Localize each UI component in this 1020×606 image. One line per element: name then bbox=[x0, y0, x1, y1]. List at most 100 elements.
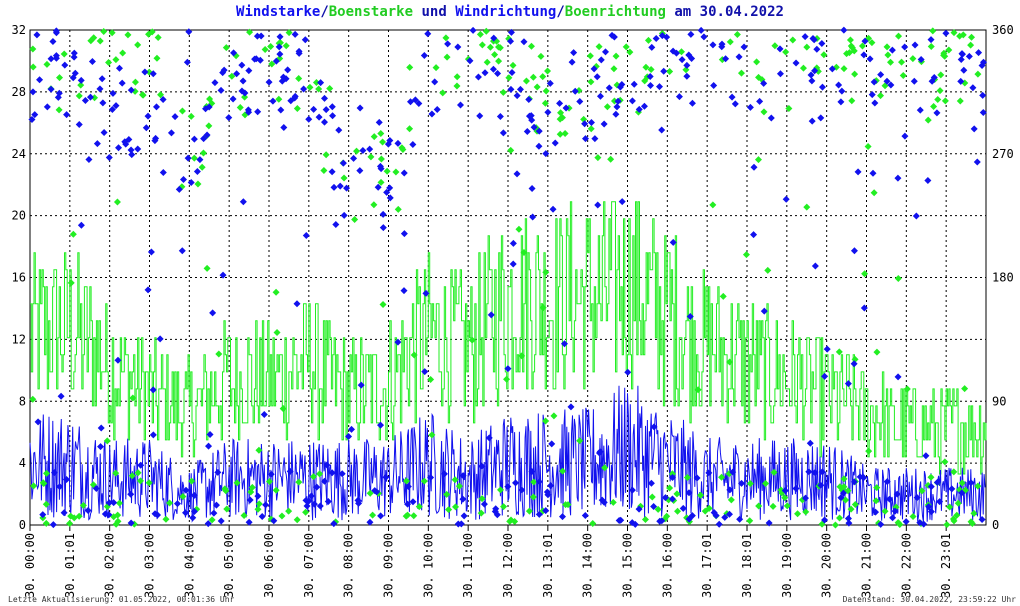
wind-direction-point bbox=[628, 486, 636, 494]
wind-direction-point bbox=[597, 56, 605, 64]
gust-direction-point bbox=[542, 268, 550, 276]
wind-direction-point bbox=[384, 140, 392, 148]
gust-direction-point bbox=[222, 487, 230, 495]
gust-direction-point bbox=[858, 42, 866, 50]
gust-direction-point bbox=[383, 167, 391, 175]
wind-direction-point bbox=[98, 75, 106, 83]
gust-direction-point bbox=[742, 251, 750, 259]
wind-direction-point bbox=[792, 59, 800, 67]
gust-direction-point bbox=[974, 482, 982, 490]
wind-direction-point bbox=[726, 486, 734, 494]
wind-direction-point bbox=[275, 43, 283, 51]
wind-direction-point bbox=[137, 461, 145, 469]
wind-direction-point bbox=[560, 340, 568, 348]
wind-direction-point bbox=[487, 311, 495, 319]
wind-direction-point bbox=[109, 89, 117, 97]
gust-direction-point bbox=[353, 147, 361, 155]
wind-direction-point bbox=[891, 507, 899, 515]
gust-direction-point bbox=[770, 468, 778, 476]
gust-direction-point bbox=[187, 112, 195, 120]
gust-direction-point bbox=[392, 168, 400, 176]
gust-direction-point bbox=[406, 63, 414, 71]
gust-direction-point bbox=[75, 92, 83, 100]
wind-direction-point bbox=[601, 48, 609, 56]
gust-direction-point bbox=[379, 138, 387, 146]
wind-direction-point bbox=[546, 79, 554, 87]
gust-direction-point bbox=[515, 225, 523, 233]
wind-direction-point bbox=[303, 502, 311, 510]
wind-direction-point bbox=[295, 47, 303, 55]
wind-direction-point bbox=[782, 195, 790, 203]
gust-direction-point bbox=[881, 507, 889, 515]
wind-direction-point bbox=[481, 69, 489, 77]
wind-direction-point bbox=[210, 509, 218, 517]
gust-direction-point bbox=[868, 39, 876, 47]
wind-direction-point bbox=[958, 489, 966, 497]
gust-direction-point bbox=[781, 494, 789, 502]
wind-direction-point bbox=[957, 77, 965, 85]
gust-direction-point bbox=[525, 507, 533, 515]
wind-direction-point bbox=[374, 183, 382, 191]
wind-direction-point bbox=[922, 452, 930, 460]
gust-direction-point bbox=[222, 44, 230, 52]
wind-direction-point bbox=[355, 499, 363, 507]
wind-direction-point bbox=[454, 43, 462, 51]
gust-direction-point bbox=[539, 73, 547, 81]
gust-direction-point bbox=[903, 385, 911, 393]
gust-direction-point bbox=[377, 130, 385, 138]
gust-direction-point bbox=[851, 70, 859, 78]
wind-direction-point bbox=[459, 472, 467, 480]
gust-direction-point bbox=[851, 500, 859, 508]
gust-direction-point bbox=[851, 355, 859, 363]
wind-direction-point bbox=[122, 140, 130, 148]
wind-direction-point bbox=[282, 75, 290, 83]
wind-direction-point bbox=[159, 96, 167, 104]
wind-direction-point bbox=[219, 69, 227, 77]
wind-direction-point bbox=[379, 224, 387, 232]
gust-direction-point bbox=[918, 487, 926, 495]
wind-direction-point bbox=[379, 210, 387, 218]
wind-direction-point bbox=[669, 238, 677, 246]
wind-direction-point bbox=[647, 82, 655, 90]
wind-direction-point bbox=[491, 507, 499, 515]
gust-direction-point bbox=[847, 505, 855, 513]
wind-direction-point bbox=[212, 501, 220, 509]
gust-direction-point bbox=[112, 469, 120, 477]
gust-direction-point bbox=[909, 512, 917, 520]
gust-direction-point bbox=[153, 54, 161, 62]
wind-direction-point bbox=[173, 500, 181, 508]
gust-direction-point bbox=[69, 230, 77, 238]
gust-direction-point bbox=[268, 60, 276, 68]
gust-direction-point bbox=[112, 520, 120, 528]
wind-direction-point bbox=[933, 109, 941, 117]
gust-direction-point bbox=[43, 60, 51, 68]
wind-direction-point bbox=[567, 403, 575, 411]
wind-direction-point bbox=[590, 65, 598, 73]
wind-direction-point bbox=[970, 125, 978, 133]
gust-direction-point bbox=[562, 501, 570, 509]
gust-direction-point bbox=[694, 386, 702, 394]
gust-direction-point bbox=[622, 43, 630, 51]
gust-direction-point bbox=[402, 512, 410, 520]
x-tick-label: 30. 20:00 bbox=[820, 533, 834, 598]
wind-direction-point bbox=[499, 129, 507, 137]
wind-direction-point bbox=[765, 519, 773, 527]
wind-direction-point bbox=[710, 81, 718, 89]
wind-direction-point bbox=[839, 489, 847, 497]
title-sep1: / bbox=[320, 4, 329, 20]
wind-direction-point bbox=[70, 53, 78, 61]
wind-direction-point bbox=[658, 517, 666, 525]
wind-direction-point bbox=[679, 504, 687, 512]
wind-direction-point bbox=[978, 515, 986, 523]
wind-direction-point bbox=[516, 85, 524, 93]
wind-direction-point bbox=[302, 232, 310, 240]
wind-direction-point bbox=[52, 27, 60, 35]
wind-direction-point bbox=[693, 474, 701, 482]
wind-direction-point bbox=[317, 79, 325, 87]
wind-direction-point bbox=[528, 467, 536, 475]
wind-direction-point bbox=[460, 512, 468, 520]
wind-direction-point bbox=[518, 486, 526, 494]
wind-direction-point bbox=[837, 98, 845, 106]
gust-direction-point bbox=[950, 468, 958, 476]
x-tick-label: 30. 21:00 bbox=[860, 533, 874, 598]
